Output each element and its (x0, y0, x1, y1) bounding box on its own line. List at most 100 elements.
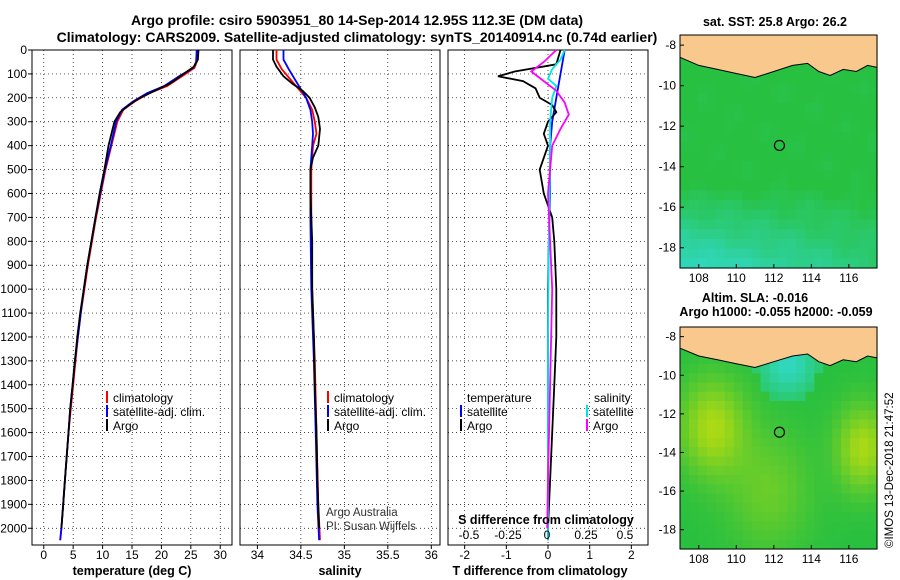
map-cell (787, 190, 797, 201)
map-cell (796, 200, 806, 211)
map-cell (751, 539, 762, 550)
map-cell (859, 151, 869, 162)
map-cell (769, 200, 780, 211)
map-cell (733, 219, 744, 230)
map-y-tick-label: -8 (665, 330, 676, 344)
map-cell (868, 248, 878, 259)
map-cell (778, 401, 789, 411)
map-cell (697, 428, 708, 439)
map-cell (832, 401, 842, 411)
map-cell (805, 190, 815, 201)
map-cell (841, 200, 851, 211)
map-cell (832, 258, 842, 269)
depth-tick-label: 500 (7, 163, 27, 177)
map-cell (715, 539, 726, 550)
map-cell (850, 364, 860, 374)
map-cell (688, 493, 699, 504)
map-cell (841, 493, 851, 504)
x-tick-label: 35.5 (376, 548, 400, 562)
map-cell (751, 83, 762, 94)
map-cell (832, 447, 842, 458)
map-x-tick-label: 116 (839, 271, 858, 285)
map-cell (688, 521, 699, 532)
depth-tick-label: 1600 (0, 426, 27, 440)
map-cell (715, 102, 726, 114)
map-cell (850, 475, 860, 485)
map-cell (715, 484, 726, 495)
map-cell (742, 438, 753, 448)
map-cell (760, 73, 771, 85)
map-cell (733, 73, 744, 85)
map-cell (787, 238, 797, 250)
map-cell (769, 132, 780, 143)
map-cell (805, 364, 815, 374)
map-cell (832, 456, 842, 467)
map-cell (778, 200, 789, 211)
map-cell (850, 151, 860, 162)
map-cell (850, 419, 860, 430)
map-cell (769, 456, 780, 467)
map-cell (760, 530, 771, 541)
map-cell (760, 539, 771, 550)
map-cell (859, 180, 869, 191)
map-cell (859, 64, 869, 75)
map-cell (697, 83, 708, 94)
map-cell (805, 401, 815, 411)
map-cell (805, 141, 815, 153)
map-cell (751, 132, 762, 143)
map-cell (850, 391, 860, 402)
map-cell (841, 170, 851, 182)
map-cell (742, 170, 753, 182)
map-cell (688, 209, 699, 221)
map-cell (841, 502, 851, 513)
sla-map-subtitle: Argo h1000: -0.055 h2000: -0.059 (679, 305, 872, 319)
map-cell (733, 102, 744, 114)
map-cell (796, 364, 806, 374)
map-cell (760, 419, 771, 430)
map-cell (805, 64, 815, 75)
map-cell (868, 219, 878, 230)
map-cell (823, 248, 833, 259)
map-cell (850, 229, 860, 240)
map-cell (778, 438, 789, 448)
map-cell (760, 428, 771, 439)
map-cell (751, 151, 762, 162)
map-cell (760, 447, 771, 458)
map-cell (742, 258, 753, 269)
map-cell (760, 180, 771, 191)
map-cell (787, 248, 797, 259)
map-cell (787, 354, 797, 365)
series-line-salinity-satellite (546, 49, 566, 541)
map-cell (859, 419, 869, 430)
map-cell (769, 484, 780, 495)
land-mass (679, 34, 878, 79)
map-cell (697, 219, 708, 230)
map-cell (850, 521, 860, 532)
map-cell (724, 190, 735, 201)
map-cell (805, 73, 815, 85)
map-cell (751, 493, 762, 504)
map-cell (805, 382, 815, 393)
map-cell (688, 200, 699, 211)
map-cell (706, 493, 717, 504)
map-cell (850, 180, 860, 191)
map-cell (733, 238, 744, 250)
map-cell (715, 475, 726, 485)
map-cell (814, 209, 824, 221)
map-cell (859, 428, 869, 439)
map-cell (769, 493, 780, 504)
salinity-plot-frame (239, 49, 441, 546)
map-cell (715, 419, 726, 430)
map-cell (859, 93, 869, 104)
map-cell (680, 465, 690, 476)
map-cell (697, 382, 708, 393)
map-cell (680, 364, 690, 374)
map-cell (733, 456, 744, 467)
depth-tick-label: 2000 (0, 521, 27, 535)
map-cell (796, 209, 806, 221)
map-cell (733, 180, 744, 191)
map-cell (832, 102, 842, 114)
map-cell (814, 364, 824, 374)
map-cell (850, 502, 860, 513)
map-cell (823, 93, 833, 104)
